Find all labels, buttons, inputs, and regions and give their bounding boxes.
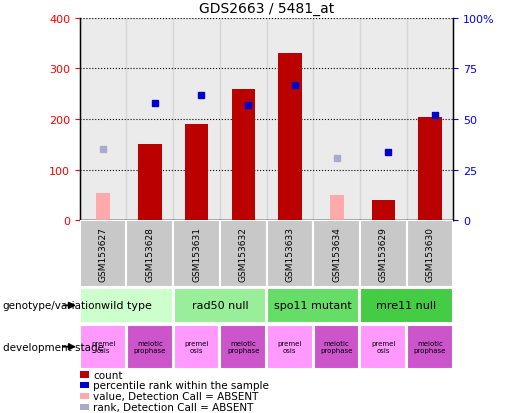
Bar (80, 221, 127, 287)
Text: meiotic
prophase: meiotic prophase (134, 340, 166, 354)
Bar (185, 125, 208, 221)
Bar (371, 201, 395, 221)
Bar (267, 288, 359, 323)
Text: meiotic
prophase: meiotic prophase (227, 340, 260, 354)
Text: genotype/variation: genotype/variation (3, 301, 101, 311)
Bar (418, 117, 441, 221)
Text: percentile rank within the sample: percentile rank within the sample (93, 380, 269, 390)
Bar (313, 19, 360, 221)
Bar (80, 288, 173, 323)
Bar (80, 325, 126, 369)
Text: premei
osis: premei osis (184, 340, 209, 354)
Bar (278, 54, 301, 221)
Bar (406, 221, 453, 287)
Title: GDS2663 / 5481_at: GDS2663 / 5481_at (199, 2, 334, 16)
Bar (80, 19, 127, 221)
Text: wild type: wild type (101, 301, 152, 311)
Bar (80, 404, 89, 410)
Text: GSM153627: GSM153627 (99, 227, 108, 281)
Text: GSM153633: GSM153633 (285, 227, 295, 281)
Bar (313, 221, 360, 287)
Text: value, Detection Call = ABSENT: value, Detection Call = ABSENT (93, 391, 258, 401)
Bar (173, 221, 220, 287)
Bar (360, 325, 406, 369)
Bar (96, 193, 110, 221)
Text: GSM153630: GSM153630 (425, 227, 434, 281)
Text: spo11 mutant: spo11 mutant (274, 301, 352, 311)
Bar (360, 288, 453, 323)
Text: meiotic
prophase: meiotic prophase (414, 340, 446, 354)
Text: premei
osis: premei osis (371, 340, 396, 354)
Text: mre11 null: mre11 null (376, 301, 437, 311)
Bar (127, 19, 173, 221)
Bar (220, 221, 267, 287)
Text: GSM153634: GSM153634 (332, 227, 341, 281)
Bar (407, 325, 453, 369)
Bar (220, 325, 266, 369)
Bar (360, 221, 406, 287)
Bar (406, 19, 453, 221)
Text: premei
osis: premei osis (91, 340, 115, 354)
Bar (360, 19, 406, 221)
Text: GSM153629: GSM153629 (379, 227, 388, 281)
Bar (138, 145, 162, 221)
Text: count: count (93, 370, 123, 380)
Text: GSM153628: GSM153628 (145, 227, 154, 281)
Bar (80, 371, 89, 377)
Bar (220, 19, 267, 221)
Bar (314, 325, 359, 369)
Bar (127, 221, 173, 287)
Bar (80, 393, 89, 399)
Bar (174, 325, 219, 369)
Bar (267, 19, 313, 221)
Bar (127, 325, 173, 369)
Bar (267, 325, 313, 369)
Text: rank, Detection Call = ABSENT: rank, Detection Call = ABSENT (93, 402, 253, 412)
Text: premei
osis: premei osis (278, 340, 302, 354)
Text: development stage: development stage (3, 342, 104, 352)
Bar (330, 196, 344, 221)
Bar (232, 89, 255, 221)
Text: rad50 null: rad50 null (192, 301, 248, 311)
Bar (173, 19, 220, 221)
Text: GSM153631: GSM153631 (192, 227, 201, 281)
Bar (80, 382, 89, 389)
Bar (267, 221, 313, 287)
Bar (174, 288, 266, 323)
Text: meiotic
prophase: meiotic prophase (320, 340, 353, 354)
Text: GSM153632: GSM153632 (238, 227, 248, 281)
